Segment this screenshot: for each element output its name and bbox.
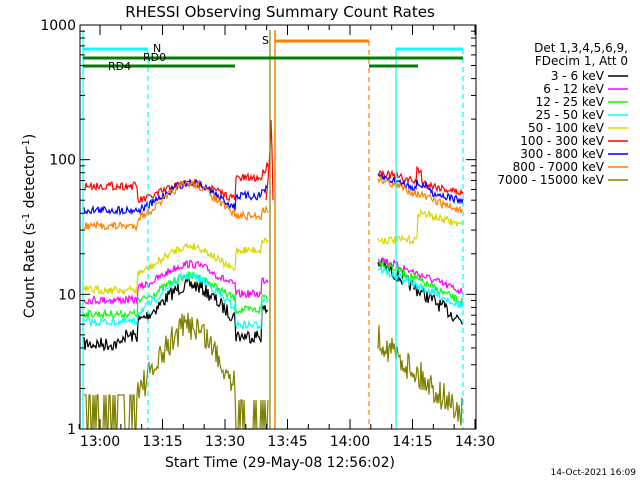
- legend-label: 50 - 100 keV: [528, 121, 605, 135]
- legend-header: Det 1,3,4,5,6,9,: [534, 41, 628, 55]
- footer-date: 14-Oct-2021 16:09: [551, 468, 637, 478]
- axes: 1 10 100 1000 13:00 13:15 13:30 13:45 14:00 14:15…: [40, 18, 495, 450]
- y-axis-label-text: Count Rate (s: [22, 223, 38, 318]
- legend-label: 100 - 300 keV: [520, 134, 604, 148]
- y-tick-label: 1000: [40, 18, 76, 34]
- x-tick-label: 13:00: [80, 434, 120, 450]
- x-tick-label: 13:45: [267, 434, 307, 450]
- legend-label: 7000 - 15000 keV: [497, 173, 604, 187]
- series-100-300-keV-line-after: [377, 165, 464, 196]
- chart-title: RHESSI Observing Summary Count Rates: [125, 3, 435, 21]
- x-tick-label: 14:00: [330, 434, 370, 450]
- series-3-6-keV-line-after: [377, 258, 464, 325]
- series-6-12-keV-line: [83, 259, 269, 306]
- series-800-7000-keV-line-after: [377, 175, 464, 215]
- legend-label: 800 - 7000 keV: [513, 160, 605, 174]
- series-800-7000-keV-line: [83, 178, 269, 232]
- legend-label: 12 - 25 keV: [536, 95, 605, 109]
- y-tick-label: 10: [58, 287, 76, 303]
- y-tick-label: 100: [49, 153, 76, 169]
- rd0-label: RD0: [143, 51, 166, 64]
- rd4-label: RD4: [108, 60, 131, 73]
- series-25-50-keV-line-after: [377, 264, 464, 310]
- legend-label: 25 - 50 keV: [536, 108, 605, 122]
- series-300-800-keV-line: [83, 178, 269, 216]
- series-12-25-keV-line-after: [377, 258, 464, 306]
- y-tick-label: 1: [67, 422, 76, 438]
- series-25-50-keV-line: [83, 271, 269, 331]
- y-axis-label: Count Rate (s-1 detector-1): [21, 134, 38, 318]
- legend-label: 6 - 12 keV: [543, 82, 605, 96]
- legend-label: 300 - 800 keV: [520, 147, 604, 161]
- series-50-100-keV-line-after: [377, 208, 464, 246]
- saa-label: S: [262, 34, 269, 47]
- series-12-25-keV-line: [83, 270, 269, 320]
- series-50-100-keV-line: [83, 237, 269, 296]
- series-300-800-keV-line-after: [377, 173, 464, 205]
- x-tick-label: 13:15: [142, 434, 182, 450]
- night-label: N: [153, 42, 161, 55]
- series-3-6-keV-line: [83, 276, 269, 352]
- plot-frame: [79, 24, 477, 430]
- plot-area: N S RD0 RD4: [82, 30, 464, 430]
- x-tick-label: 14:30: [455, 434, 495, 450]
- x-tick-label: 14:15: [392, 434, 432, 450]
- x-axis-label: Start Time (29-May-08 12:56:02): [165, 455, 395, 471]
- legend-header: FDecim 1, Att 0: [535, 54, 628, 68]
- x-tick-label: 13:30: [205, 434, 245, 450]
- legend: Det 1,3,4,5,6,9,FDecim 1, Att 03 - 6 keV…: [497, 41, 628, 187]
- series-7000-15000-keV-line: [84, 312, 269, 430]
- legend-label: 3 - 6 keV: [551, 69, 605, 83]
- series-7000-15000-keV-line-after: [377, 324, 464, 426]
